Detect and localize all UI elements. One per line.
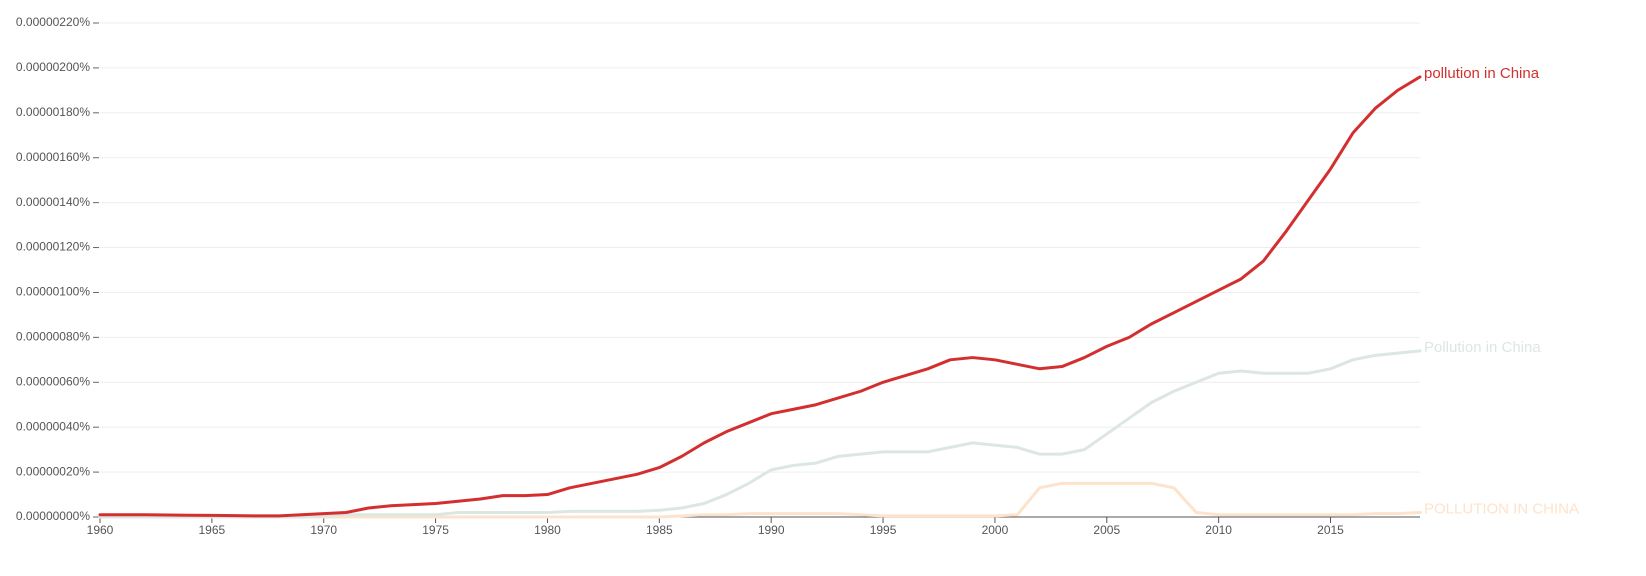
x-tick-label: 1960 <box>87 523 114 537</box>
y-tick-label: 0.00000140% <box>16 195 90 209</box>
x-tick-label: 2005 <box>1093 523 1120 537</box>
y-tick-label: 0.00000000% <box>16 509 90 523</box>
x-tick-label: 1965 <box>199 523 226 537</box>
series-line <box>98 481 1422 519</box>
x-tick-label: 1980 <box>534 523 561 537</box>
y-tick-label: 0.00000100% <box>16 285 90 299</box>
y-tick-label: 0.00000120% <box>16 240 90 254</box>
series-label: POLLUTION IN CHINA <box>1424 500 1579 517</box>
x-tick-label: 2010 <box>1205 523 1232 537</box>
x-tick-label: 1970 <box>310 523 337 537</box>
y-tick-label: 0.00000040% <box>16 419 90 433</box>
y-tick-label: 0.00000020% <box>16 464 90 478</box>
series-line <box>98 75 1422 518</box>
series-label: Pollution in China <box>1424 339 1541 356</box>
y-tick-label: 0.00000060% <box>16 374 90 388</box>
x-tick-label: 1985 <box>646 523 673 537</box>
series-label: pollution in China <box>1424 65 1540 82</box>
y-tick-label: 0.00000080% <box>16 330 90 344</box>
series-line <box>98 349 1422 519</box>
x-tick-label: 2015 <box>1317 523 1344 537</box>
y-tick-label: 0.00000180% <box>16 105 90 119</box>
y-tick-label: 0.00000160% <box>16 150 90 164</box>
x-tick-label: 1990 <box>758 523 785 537</box>
x-tick-label: 1995 <box>870 523 897 537</box>
x-tick-label: 1975 <box>422 523 449 537</box>
y-tick-label: 0.00000200% <box>16 60 90 74</box>
y-tick-label: 0.00000220% <box>16 15 90 29</box>
x-tick-label: 2000 <box>982 523 1009 537</box>
